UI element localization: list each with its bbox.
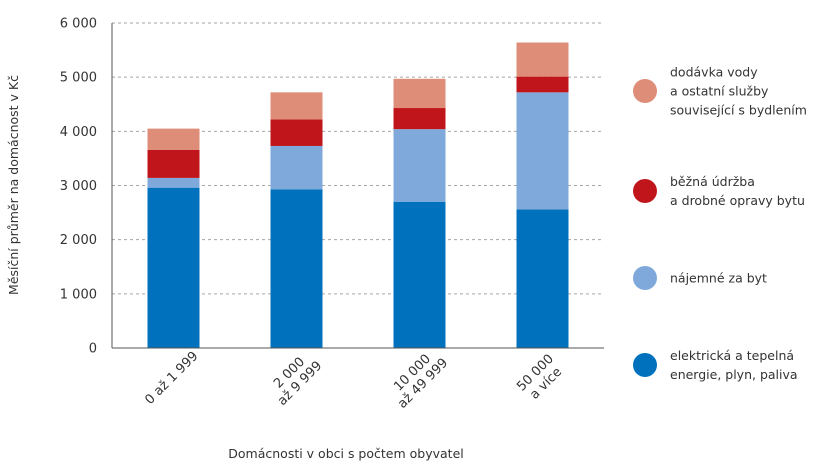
bar-segment bbox=[393, 129, 446, 202]
legend-marker bbox=[633, 79, 657, 103]
y-tick-label: 1 000 bbox=[60, 287, 97, 302]
bar-segment bbox=[393, 78, 446, 109]
y-tick-label: 5 000 bbox=[60, 71, 97, 86]
bar-segment bbox=[147, 128, 200, 150]
bar-segment bbox=[147, 187, 200, 348]
x-tick-label: 50 000a více bbox=[514, 352, 567, 405]
y-tick-label: 2 000 bbox=[60, 233, 97, 248]
bar-segment bbox=[516, 92, 569, 210]
axes bbox=[111, 23, 604, 349]
bars bbox=[147, 42, 569, 348]
y-tick-label: 4 000 bbox=[60, 125, 97, 140]
legend-label: běžná údržba a drobné opravy bytu bbox=[670, 174, 805, 208]
legend-marker bbox=[633, 266, 657, 290]
legend-marker bbox=[633, 179, 657, 203]
bar-segment bbox=[147, 149, 200, 178]
y-tick-label: 0 bbox=[89, 342, 97, 357]
x-tick-label: 0 až 1 999 bbox=[142, 349, 201, 408]
legend-marker bbox=[633, 353, 657, 377]
bar-segment bbox=[516, 42, 569, 77]
bar-segment bbox=[516, 76, 569, 93]
x-tick-labels: 0 až 1 999 2 000až 9 999 10 000až 49 999 50… bbox=[142, 345, 567, 412]
x-axis-title: Domácnosti v obci s počtem obyvatel bbox=[228, 446, 463, 461]
legend-label: nájemné za byt bbox=[670, 271, 767, 286]
bar-segment bbox=[516, 209, 569, 348]
y-tick-label: 6 000 bbox=[60, 17, 97, 32]
x-tick-label: 10 000až 49 999 bbox=[384, 345, 451, 412]
bar-segment bbox=[270, 119, 323, 146]
x-tick-label: 2 000až 9 999 bbox=[264, 348, 325, 409]
bar-segment bbox=[270, 189, 323, 348]
bar-segment bbox=[393, 201, 446, 348]
y-tick-labels: 0 1 000 2 000 3 000 4 000 5 000 6 000 bbox=[60, 17, 97, 357]
legend-label: dodávka vody a ostatní služby související … bbox=[670, 65, 807, 118]
legend-label: elektrická a tepelná energie, plyn, paliv… bbox=[670, 348, 798, 382]
bar-segment bbox=[270, 92, 323, 120]
legend: dodávka vody a ostatní služby související … bbox=[633, 65, 807, 382]
y-axis-title: Měsíční průměr na domácnost v Kč bbox=[6, 75, 21, 295]
bar-segment bbox=[270, 145, 323, 190]
bar-segment bbox=[393, 108, 446, 130]
bar-segment bbox=[147, 177, 200, 188]
y-tick-label: 3 000 bbox=[60, 179, 97, 194]
